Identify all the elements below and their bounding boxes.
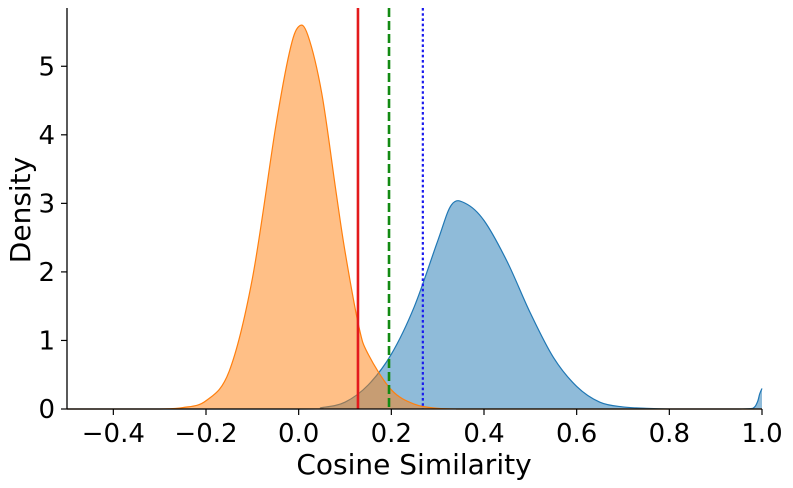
x-tick-label: 0.8 bbox=[649, 419, 690, 449]
x-tick-label: 0.2 bbox=[371, 419, 412, 449]
y-tick-label: 3 bbox=[38, 189, 55, 219]
y-tick-label: 4 bbox=[38, 121, 55, 151]
density-area-0 bbox=[67, 200, 762, 409]
y-tick-label: 5 bbox=[38, 52, 55, 82]
y-tick-label: 1 bbox=[38, 326, 55, 356]
y-tick-label: 2 bbox=[38, 258, 55, 288]
density-fills bbox=[67, 24, 763, 410]
x-tick-label: 1.0 bbox=[741, 419, 782, 449]
y-ticks: 0 1 2 3 4 5 bbox=[38, 52, 67, 425]
x-axis-title: Cosine Similarity bbox=[296, 448, 531, 481]
x-tick-label: 0.6 bbox=[556, 419, 597, 449]
x-tick-label: −0.4 bbox=[82, 419, 145, 449]
x-tick-label: −0.2 bbox=[174, 419, 237, 449]
x-tick-label: 0.4 bbox=[463, 419, 504, 449]
y-axis-title: Density bbox=[4, 157, 37, 263]
axes bbox=[66, 8, 762, 410]
threshold-lines bbox=[356, 8, 424, 409]
y-tick-label: 0 bbox=[38, 395, 55, 425]
x-tick-label: 0.0 bbox=[278, 419, 319, 449]
x-ticks: −0.4 −0.2 0.0 0.2 0.4 0.6 0.8 1.0 bbox=[82, 409, 783, 449]
